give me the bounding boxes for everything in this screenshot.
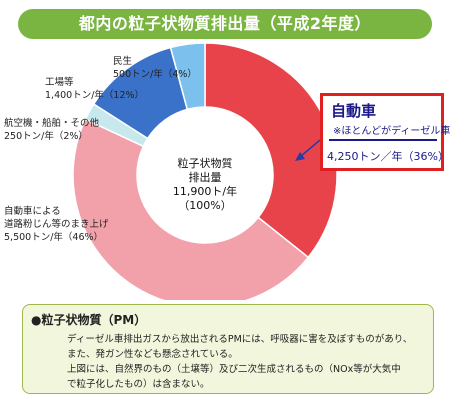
label-minsei-value: 500トン/年（4%） [113, 69, 197, 80]
label-aircraft-name: 航空機・船舶・その他 [4, 118, 100, 129]
label-road-dust: 自動車による 道路粉じん等のまき上げ 5,500トン/年（46%） [4, 205, 109, 244]
callout-arrow-line [299, 139, 321, 158]
center-line-3: 11,900ト/年 [172, 185, 238, 198]
callout-divider [329, 139, 437, 141]
donut-chart [72, 42, 338, 300]
label-road-dust-line1: 自動車による [4, 206, 61, 217]
center-line-4: （100%） [178, 199, 232, 212]
pm-note-heading: ●粒子状物質（PM） [31, 313, 147, 327]
chart-title: 都内の粒子状物質排出量（平成2年度） [78, 14, 372, 33]
label-road-dust-line2: 道路粉じん等のまき上げ [4, 219, 109, 230]
label-aircraft: 航空機・船舶・その他 250トン/年（2%） [4, 117, 99, 143]
pm-note-line-4: で粒子化したもの）は含まない。 [67, 379, 210, 390]
label-minsei-name: 民生 [113, 56, 133, 67]
slice-minsei [169, 42, 206, 111]
callout-arrow-head [295, 152, 305, 161]
callout-note: ※ほとんどがディーゼル車 [333, 126, 450, 137]
title-bar: 都内の粒子状物質排出量（平成2年度） [18, 9, 432, 39]
slice-automobile [204, 42, 338, 259]
pm-note-line-1: ディーゼル車排出ガスから放出されるPMには、呼吸器に害を及ぼすものがあり、 [67, 334, 413, 345]
automobile-callout: 自動車 ※ほとんどがディーゼル車 4,250トン／年（36%） [320, 93, 450, 171]
center-label: 粒子状物質 排出量 11,900ト/年 （100%） [150, 157, 260, 213]
callout-value: 4,250トン／年（36%） [327, 150, 449, 163]
slice-road-dust [72, 118, 310, 300]
center-line-1: 粒子状物質 [177, 157, 233, 170]
pm-note-line-2: また、発ガン性なども懸念されている。 [67, 349, 238, 360]
label-factory-value: 1,400トン/年（12%） [45, 90, 145, 101]
label-factory: 工場等 1,400トン/年（12%） [45, 76, 144, 102]
label-road-dust-value: 5,500トン/年（46%） [4, 232, 104, 243]
label-aircraft-value: 250トン/年（2%） [4, 131, 88, 142]
label-factory-name: 工場等 [45, 77, 74, 88]
pm-note-box: ●粒子状物質（PM） ディーゼル車排出ガスから放出されるPMには、呼吸器に害を及… [22, 304, 434, 394]
label-minsei: 民生 500トン/年（4%） [113, 55, 197, 81]
center-line-2: 排出量 [188, 171, 222, 184]
pm-note-line-3: 上図には、自然界のもの（土壌等）及び二次生成されるもの（NOx等が大気中 [67, 364, 401, 375]
callout-title: 自動車 [331, 102, 377, 120]
